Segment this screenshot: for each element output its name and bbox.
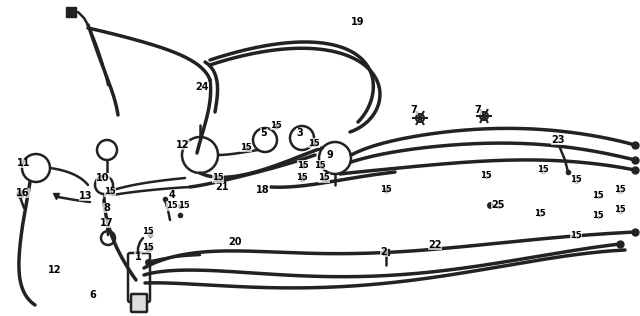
Text: 15: 15 (592, 191, 604, 199)
Text: 15: 15 (212, 173, 224, 183)
Text: 22: 22 (428, 240, 442, 250)
Text: 5: 5 (260, 128, 268, 138)
Text: 15: 15 (380, 185, 392, 195)
Text: 3: 3 (296, 128, 303, 138)
Text: 8: 8 (104, 203, 111, 213)
FancyBboxPatch shape (131, 294, 147, 312)
Text: 16: 16 (16, 188, 29, 198)
Text: 2: 2 (381, 247, 387, 257)
Text: 15: 15 (534, 209, 546, 217)
Text: 11: 11 (17, 158, 31, 168)
Text: 15: 15 (537, 166, 549, 174)
Text: 15: 15 (270, 120, 282, 130)
Text: 1: 1 (134, 252, 141, 262)
Text: 10: 10 (96, 173, 109, 183)
Text: 18: 18 (256, 185, 270, 195)
Text: 21: 21 (215, 182, 228, 192)
Text: 15: 15 (480, 171, 492, 179)
Text: 25: 25 (492, 200, 505, 210)
Text: 15: 15 (614, 185, 626, 195)
Text: 15: 15 (318, 173, 330, 183)
Text: 4: 4 (168, 190, 175, 200)
Text: 17: 17 (100, 218, 114, 228)
Text: 15: 15 (142, 244, 154, 252)
Text: 15: 15 (614, 205, 626, 215)
Text: 15: 15 (308, 138, 320, 148)
Text: 23: 23 (551, 135, 564, 145)
Text: 15: 15 (592, 210, 604, 220)
Text: 15: 15 (570, 230, 582, 240)
Text: 20: 20 (228, 237, 242, 247)
Text: 15: 15 (166, 202, 178, 210)
Text: 15: 15 (297, 161, 309, 169)
Text: 7: 7 (475, 105, 481, 115)
Text: 15: 15 (314, 161, 326, 169)
Text: 15: 15 (570, 175, 582, 185)
Text: 12: 12 (176, 140, 189, 150)
Text: 15: 15 (142, 228, 154, 236)
Text: 12: 12 (48, 265, 61, 275)
Text: 6: 6 (90, 290, 97, 300)
Text: 7: 7 (411, 105, 417, 115)
Text: 9: 9 (326, 150, 333, 160)
Text: 24: 24 (195, 82, 209, 92)
Text: 15: 15 (296, 173, 308, 183)
Text: 15: 15 (240, 143, 252, 151)
Text: 13: 13 (79, 191, 93, 201)
Text: 15: 15 (178, 202, 190, 210)
Text: 15: 15 (104, 187, 116, 197)
Text: 19: 19 (351, 17, 365, 27)
